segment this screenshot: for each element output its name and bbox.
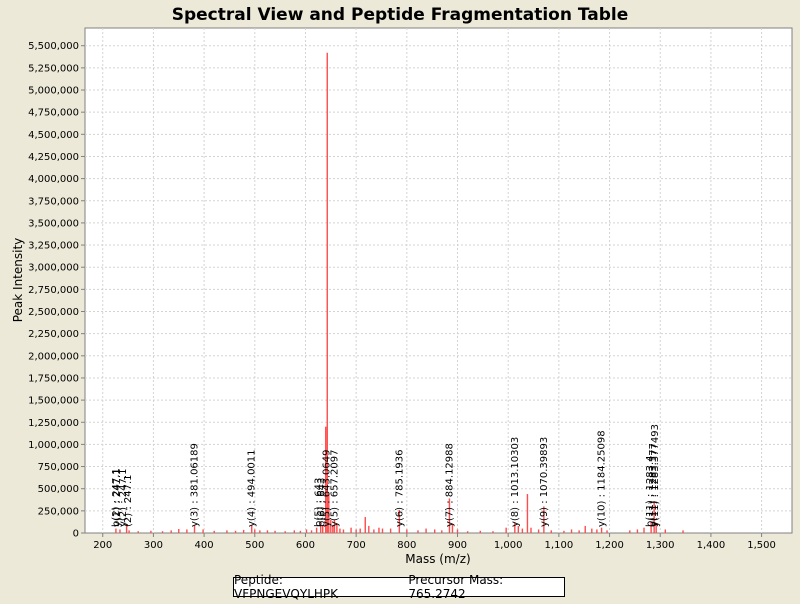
fragment-label: y(4) : 494.0011: [247, 449, 258, 527]
chart-title: Spectral View and Peptide Fragmentation …: [172, 5, 629, 25]
fragment-label: y(6) : 785.1936: [394, 449, 405, 527]
spectrum-peaks: [115, 52, 684, 533]
x-axis: 200 300 400 500 600 700 800 900 1,000 1,100 1,200 1…: [93, 533, 776, 551]
y-tick-label: 4,250,000: [28, 152, 79, 163]
y-tick-label: 2,750,000: [28, 285, 79, 296]
y-tick-label: 1,500,000: [28, 396, 79, 407]
y-tick-label: 5,000,000: [28, 86, 79, 97]
fragment-label: b(2) : 247.1: [111, 468, 122, 527]
y-tick-label: 5,250,000: [28, 63, 79, 74]
fragment-label: y(10) : 1184.25098: [597, 430, 608, 527]
precursor-mass-label: Precursor Mass: 765.2742: [408, 573, 504, 601]
fragment-label: y(5) : 643.0649: [322, 449, 333, 527]
x-tick-label: 1,400: [697, 540, 726, 551]
y-tick-label: 4,000,000: [28, 174, 79, 185]
fragment-label: y(9) : 1070.39893: [539, 437, 550, 527]
x-tick-label: 200: [93, 540, 112, 551]
x-axis-label: Mass (m/z): [405, 552, 470, 566]
fragment-label: y(1) : 247.1: [112, 469, 123, 527]
x-tick-label: 1,000: [494, 540, 523, 551]
y-tick-label: 1,250,000: [28, 418, 79, 429]
y-tick-label: 3,750,000: [28, 196, 79, 207]
y-axis: 0 250,000 500,000 750,000 1,000,000 1,250,000…: [28, 41, 85, 540]
peptide-label: Peptide: VFPNGEVQYLHPK: [234, 573, 339, 601]
y-tick-label: 250,000: [38, 506, 79, 517]
x-tick-label: 700: [347, 540, 366, 551]
y-tick-label: 4,500,000: [28, 130, 79, 141]
y-tick-label: 1,750,000: [28, 373, 79, 384]
x-tick-label: 900: [448, 540, 467, 551]
y-tick-label: 2,250,000: [28, 329, 79, 340]
fragment-label: y(3) : 381.06189: [190, 443, 201, 527]
y-tick-label: 3,000,000: [28, 263, 79, 274]
fragment-label: b(5) : 643: [314, 478, 325, 527]
x-tick-label: 1,100: [545, 540, 574, 551]
x-tick-label: 600: [296, 540, 315, 551]
fragment-label: y(11) : 1283.377: [648, 443, 659, 527]
y-tick-label: 500,000: [38, 484, 79, 495]
y-tick-label: 2,500,000: [28, 307, 79, 318]
fragment-label: y(7) : 884.12988: [444, 443, 455, 527]
y-tick-label: 3,250,000: [28, 241, 79, 252]
fragment-label: b(11) : 1283.4: [645, 455, 656, 527]
y-tick-label: 0: [73, 529, 79, 540]
x-tick-label: 1,200: [595, 540, 624, 551]
x-tick-label: 800: [397, 540, 416, 551]
fragment-label: y(8) : 1013.10303: [510, 437, 521, 527]
fragment-label: y(2) : 247.1: [118, 469, 129, 527]
fragment-label: y(11) : 1283.377493: [650, 424, 661, 527]
y-tick-label: 5,500,000: [28, 41, 79, 52]
x-tick-label: 400: [195, 540, 214, 551]
peptide-info-box: Peptide: VFPNGEVQYLHPK Precursor Mass: 7…: [233, 573, 565, 601]
y-tick-label: 3,500,000: [28, 218, 79, 229]
x-tick-label: 1,300: [646, 540, 675, 551]
x-tick-label: 1,500: [747, 540, 776, 551]
x-tick-label: 300: [144, 540, 163, 551]
grid-lines: [85, 28, 792, 533]
y-axis-label: Peak Intensity: [11, 238, 25, 323]
fragment-label: y(5) : 657.2097: [329, 449, 340, 527]
fragment-annotations: b(2) : 247.1y(1) : 247.1y(2) : 247.1(2) …: [111, 424, 661, 527]
x-tick-label: 500: [245, 540, 264, 551]
y-tick-label: 1,000,000: [28, 440, 79, 451]
fragment-label: b(6) : 643: [317, 478, 328, 527]
y-tick-label: 750,000: [38, 462, 79, 473]
y-tick-label: 2,000,000: [28, 351, 79, 362]
fragment-label: (2) : 247.1: [123, 474, 134, 527]
y-tick-label: 4,750,000: [28, 108, 79, 119]
